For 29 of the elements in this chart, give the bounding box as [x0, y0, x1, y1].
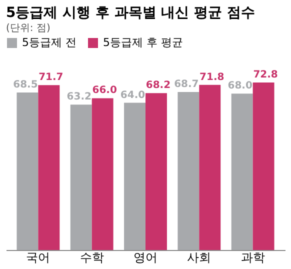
data-label: 64.0 [120, 90, 146, 101]
legend-label: 5등급제 전 [22, 36, 76, 49]
data-label: 68.5 [13, 79, 38, 90]
bar [124, 102, 146, 250]
data-label: 68.2 [146, 80, 171, 92]
chart-subtitle: (단위: 점) [6, 23, 50, 34]
bar [231, 94, 253, 250]
bar [178, 92, 200, 250]
bar [146, 93, 167, 250]
data-label: 68.7 [174, 78, 199, 90]
data-label: 71.7 [38, 72, 64, 84]
bar [92, 98, 114, 250]
x-tick-label: 과학 [240, 250, 265, 264]
x-tick-label: 국어 [26, 250, 50, 264]
data-label: 68.0 [228, 80, 252, 92]
bar [199, 84, 221, 250]
x-tick-label: 사회 [187, 250, 212, 264]
x-tick-label: 수학 [80, 250, 104, 264]
bar [70, 104, 92, 250]
data-label: 63.2 [66, 92, 92, 103]
data-label: 66.0 [92, 85, 117, 96]
data-label: 71.8 [200, 72, 224, 83]
bar [16, 92, 38, 250]
x-tick-label: 영어 [134, 250, 158, 264]
legend-label: 5등급제 후 평균 [103, 36, 183, 49]
bar [252, 82, 274, 250]
bar [38, 85, 60, 250]
chart-title: 5등급제 시행 후 과목별 내신 평균 점수 [6, 5, 255, 21]
data-label: 72.8 [253, 70, 278, 81]
